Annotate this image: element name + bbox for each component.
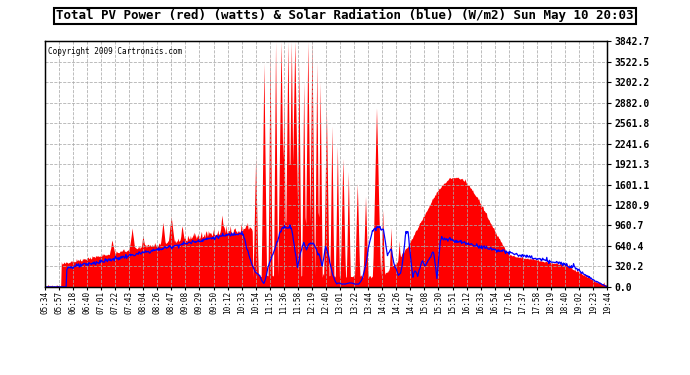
Text: Copyright 2009 Cartronics.com: Copyright 2009 Cartronics.com: [48, 47, 181, 56]
Text: Total PV Power (red) (watts) & Solar Radiation (blue) (W/m2) Sun May 10 20:03: Total PV Power (red) (watts) & Solar Rad…: [57, 9, 633, 22]
